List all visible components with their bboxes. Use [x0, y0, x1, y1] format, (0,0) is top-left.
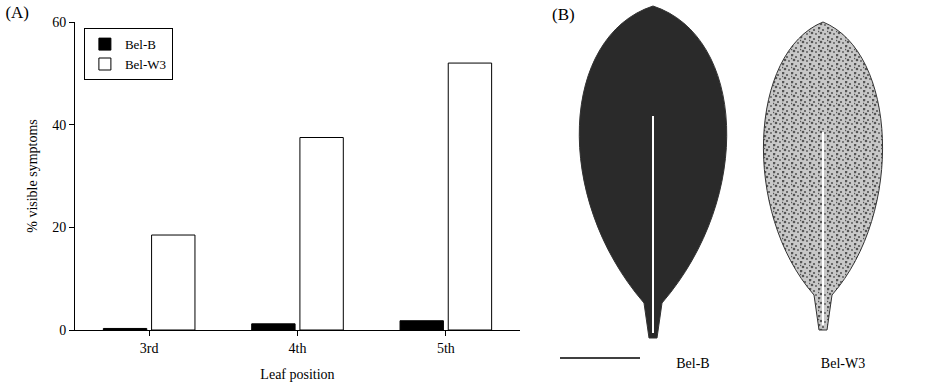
svg-text:Bel-W3: Bel-W3: [125, 57, 166, 72]
svg-text:20: 20: [52, 220, 66, 235]
svg-text:(B): (B): [552, 5, 575, 24]
svg-text:Bel-B: Bel-B: [125, 37, 156, 52]
svg-text:Leaf position: Leaf position: [260, 367, 334, 382]
svg-text:3rd: 3rd: [140, 341, 159, 356]
svg-text:(A): (A): [5, 3, 29, 22]
svg-text:40: 40: [52, 118, 66, 133]
svg-text:% visible symptoms: % visible symptoms: [25, 119, 40, 233]
svg-text:Bel-W3: Bel-W3: [821, 356, 865, 371]
svg-text:4th: 4th: [289, 341, 307, 356]
svg-text:5th: 5th: [437, 341, 455, 356]
svg-text:0: 0: [59, 323, 66, 338]
svg-text:60: 60: [52, 15, 66, 30]
svg-text:Bel-B: Bel-B: [676, 356, 709, 371]
